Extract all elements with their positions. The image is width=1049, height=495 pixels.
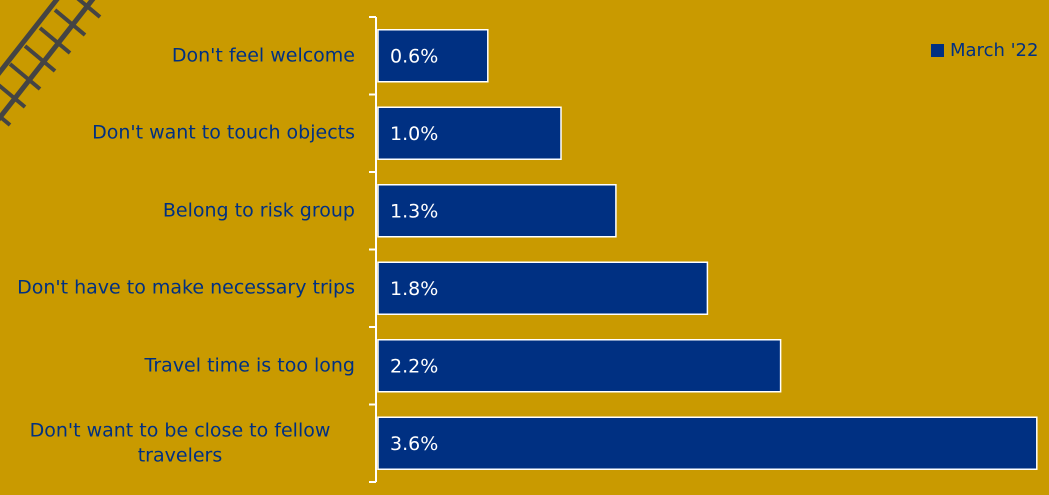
legend-swatch [931, 44, 944, 57]
value-label: 1.0% [390, 123, 438, 145]
bar [377, 339, 782, 393]
rail-decoration [0, 0, 102, 127]
bar [377, 261, 709, 315]
category-label: Don't want to be close to fellow travele… [29, 419, 331, 467]
bar [377, 106, 562, 160]
value-label: 1.3% [390, 200, 438, 222]
category-label: Travel time is too long [144, 354, 355, 377]
value-label: 2.2% [390, 355, 438, 377]
value-label: 0.6% [390, 45, 438, 67]
category-label: Don't have to make necessary trips [17, 276, 355, 299]
category-label: Don't feel welcome [171, 44, 355, 67]
bar [377, 29, 489, 83]
bar [377, 184, 617, 238]
bar [377, 416, 1038, 470]
category-label: Don't want to touch objects [92, 121, 355, 144]
value-label: 3.6% [390, 433, 438, 455]
category-label: Belong to risk group [162, 199, 355, 222]
value-label: 1.8% [390, 278, 438, 300]
legend-label: March '22 [950, 40, 1038, 61]
